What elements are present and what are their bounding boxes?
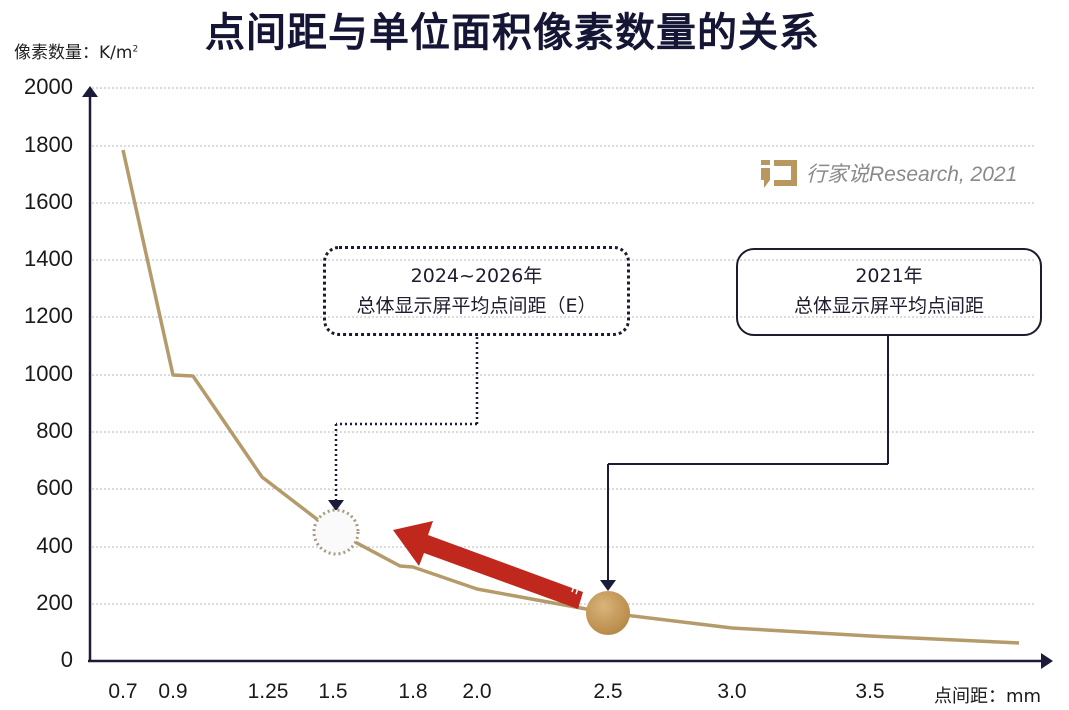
y-tick-0: 0: [60, 647, 73, 672]
y-tick-800: 800: [36, 418, 73, 443]
y-tick-1000: 1000: [24, 361, 73, 386]
gridlines: [92, 87, 1035, 605]
x-tick-1.5: 1.5: [318, 680, 348, 703]
watermark-text: 行家说Research, 2021: [806, 163, 1018, 186]
x-tick-2.0: 2.0: [462, 680, 492, 703]
callout-future-year: 2024~2026年: [410, 265, 543, 287]
y-tick-600: 600: [36, 475, 73, 500]
chart-title: 点间距与单位面积像素数量的关系: [205, 10, 820, 56]
y-tick-200: 200: [36, 590, 73, 615]
callout-future-desc: 总体显示屏平均点间距（E）: [356, 295, 597, 317]
current-marker: [586, 591, 630, 635]
x-tick-1.25: 1.25: [247, 680, 289, 703]
x-axis-label: 点间距：mm: [934, 686, 1042, 707]
trend-arrow-icon: [393, 521, 583, 609]
y-tick-1800: 1800: [24, 132, 73, 157]
callout-current-desc: 总体显示屏平均点间距: [793, 295, 984, 317]
x-tick-2.5: 2.5: [593, 680, 623, 703]
x-tick-1.8: 1.8: [398, 680, 428, 703]
x-axis-arrow-icon: [1041, 653, 1053, 669]
y-tick-400: 400: [36, 533, 73, 558]
x-tick-3.5: 3.5: [855, 680, 885, 703]
future-connector: [334, 337, 479, 500]
x-tick-0.7: 0.7: [108, 680, 138, 703]
current-connector: [607, 336, 889, 580]
y-axis-label: 像素数量：K/m2: [14, 43, 139, 63]
future-marker: [312, 508, 360, 556]
hangjiashuo-logo-icon: [761, 160, 797, 188]
y-tick-2000: 2000: [24, 74, 73, 99]
y-tick-1400: 1400: [24, 246, 73, 271]
y-tick-1600: 1600: [24, 189, 73, 214]
callout-current-year: 2021年: [855, 265, 923, 287]
axes: [82, 86, 1053, 669]
watermark: 行家说Research, 2021: [760, 158, 1017, 188]
y-tick-1200: 1200: [24, 303, 73, 328]
x-tick-3.0: 3.0: [717, 680, 747, 703]
current-pointer-arrow-icon: [600, 580, 616, 591]
future-pointer-arrow-icon: [328, 500, 344, 511]
callout-future: 2024~2026年 总体显示屏平均点间距（E）: [323, 246, 630, 336]
callout-current: 2021年 总体显示屏平均点间距: [736, 248, 1042, 336]
data-line: [121, 149, 1020, 645]
y-axis-arrow-icon: [82, 86, 98, 97]
x-tick-0.9: 0.9: [158, 680, 188, 703]
